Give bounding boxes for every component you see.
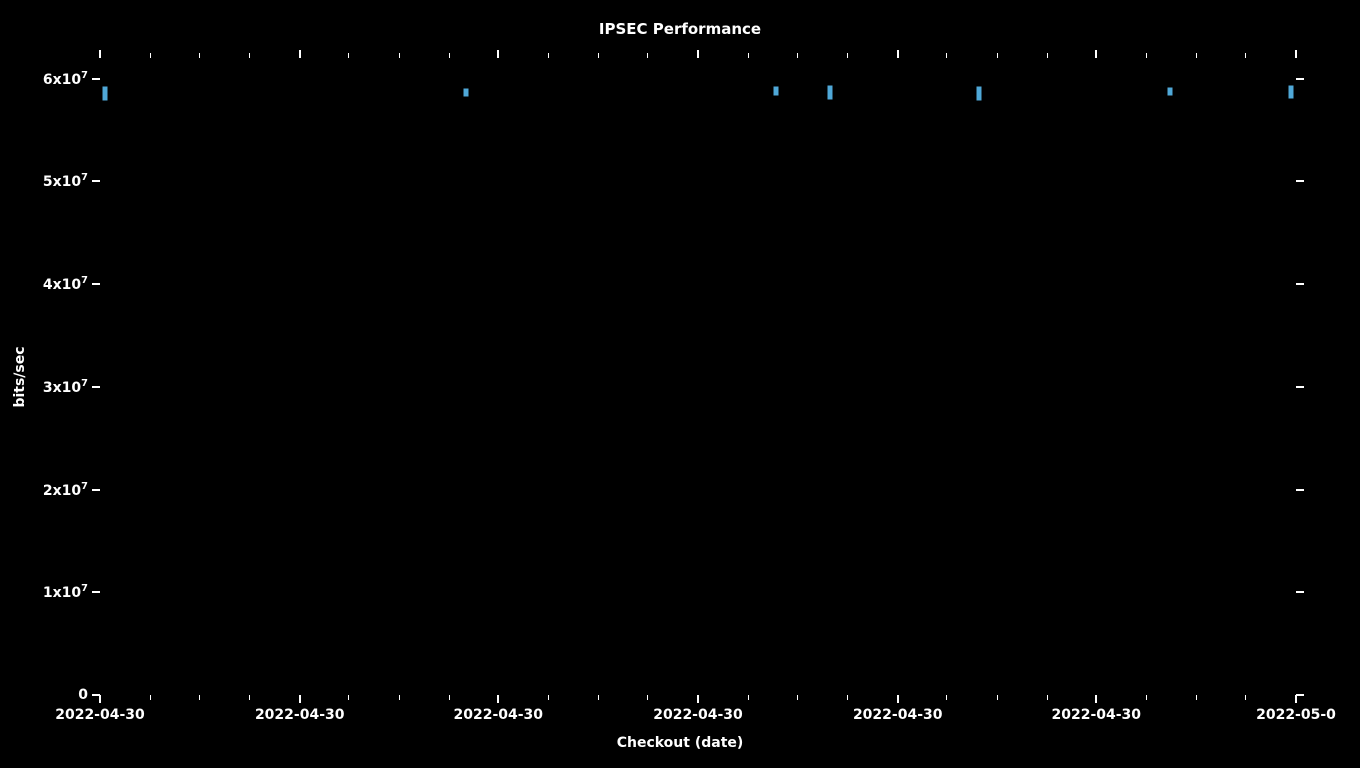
y-tick-label: 2x107 xyxy=(43,481,88,499)
y-tick-label: 3x107 xyxy=(43,378,88,396)
x-minor-tick xyxy=(1196,53,1197,58)
y-tick xyxy=(92,283,100,285)
data-point xyxy=(977,95,982,100)
data-point xyxy=(827,95,832,100)
y-tick-label: 1x107 xyxy=(43,583,88,601)
x-tick xyxy=(99,50,101,58)
y-tick xyxy=(1296,591,1304,593)
x-tick xyxy=(1295,695,1297,703)
x-minor-tick xyxy=(449,695,450,700)
y-tick xyxy=(92,78,100,80)
y-tick xyxy=(92,591,100,593)
x-minor-tick xyxy=(847,53,848,58)
x-minor-tick xyxy=(548,695,549,700)
data-point xyxy=(1289,94,1294,99)
x-minor-tick xyxy=(1196,695,1197,700)
x-minor-tick xyxy=(348,53,349,58)
x-minor-tick xyxy=(748,53,749,58)
y-tick-label: 0 xyxy=(78,687,88,703)
x-tick-label: 2022-04-30 xyxy=(653,707,743,723)
x-minor-tick xyxy=(1245,695,1246,700)
y-tick xyxy=(1296,283,1304,285)
x-minor-tick xyxy=(1245,53,1246,58)
x-minor-tick xyxy=(399,695,400,700)
x-minor-tick xyxy=(598,695,599,700)
data-point xyxy=(1168,90,1173,95)
data-point xyxy=(102,95,107,100)
x-minor-tick xyxy=(199,695,200,700)
x-minor-tick xyxy=(946,695,947,700)
y-tick xyxy=(1296,78,1304,80)
y-tick xyxy=(92,180,100,182)
y-tick xyxy=(1296,180,1304,182)
x-minor-tick xyxy=(748,695,749,700)
x-minor-tick xyxy=(1047,695,1048,700)
x-minor-tick xyxy=(647,53,648,58)
x-tick xyxy=(897,50,899,58)
y-tick xyxy=(92,489,100,491)
x-minor-tick xyxy=(249,695,250,700)
ipsec-performance-chart: IPSEC Performance bits/sec Checkout (dat… xyxy=(0,0,1360,768)
x-minor-tick xyxy=(647,695,648,700)
chart-title: IPSEC Performance xyxy=(0,20,1360,38)
x-tick-label: 2022-04-30 xyxy=(453,707,543,723)
x-tick xyxy=(1095,50,1097,58)
x-minor-tick xyxy=(399,53,400,58)
x-tick-label: 2022-05-0 xyxy=(1256,707,1336,723)
x-minor-tick xyxy=(150,53,151,58)
x-minor-tick xyxy=(548,53,549,58)
x-tick xyxy=(99,695,101,703)
plot-area xyxy=(100,58,1296,695)
x-tick-label: 2022-04-30 xyxy=(853,707,943,723)
x-tick-label: 2022-04-30 xyxy=(255,707,345,723)
y-tick xyxy=(1296,386,1304,388)
x-minor-tick xyxy=(946,53,947,58)
x-tick xyxy=(1295,50,1297,58)
x-minor-tick xyxy=(348,695,349,700)
x-minor-tick xyxy=(199,53,200,58)
y-tick-label: 6x107 xyxy=(43,70,88,88)
x-tick-label: 2022-04-30 xyxy=(55,707,145,723)
y-tick xyxy=(1296,694,1304,696)
data-point xyxy=(773,90,778,95)
x-minor-tick xyxy=(847,695,848,700)
y-tick xyxy=(92,386,100,388)
x-tick xyxy=(697,50,699,58)
x-tick xyxy=(497,50,499,58)
x-minor-tick xyxy=(598,53,599,58)
x-tick xyxy=(697,695,699,703)
x-axis-label: Checkout (date) xyxy=(0,735,1360,751)
x-tick xyxy=(1095,695,1097,703)
x-minor-tick xyxy=(797,53,798,58)
x-minor-tick xyxy=(1146,53,1147,58)
x-minor-tick xyxy=(1047,53,1048,58)
x-tick-label: 2022-04-30 xyxy=(1051,707,1141,723)
x-tick xyxy=(497,695,499,703)
x-minor-tick xyxy=(997,695,998,700)
x-tick xyxy=(897,695,899,703)
y-tick xyxy=(1296,489,1304,491)
x-minor-tick xyxy=(997,53,998,58)
x-minor-tick xyxy=(797,695,798,700)
y-axis-label: bits/sec xyxy=(12,346,28,407)
x-minor-tick xyxy=(449,53,450,58)
y-tick-label: 4x107 xyxy=(43,275,88,293)
x-minor-tick xyxy=(249,53,250,58)
x-minor-tick xyxy=(150,695,151,700)
data-point xyxy=(463,91,468,96)
x-minor-tick xyxy=(1146,695,1147,700)
y-tick-label: 5x107 xyxy=(43,172,88,190)
x-tick xyxy=(299,50,301,58)
x-tick xyxy=(299,695,301,703)
